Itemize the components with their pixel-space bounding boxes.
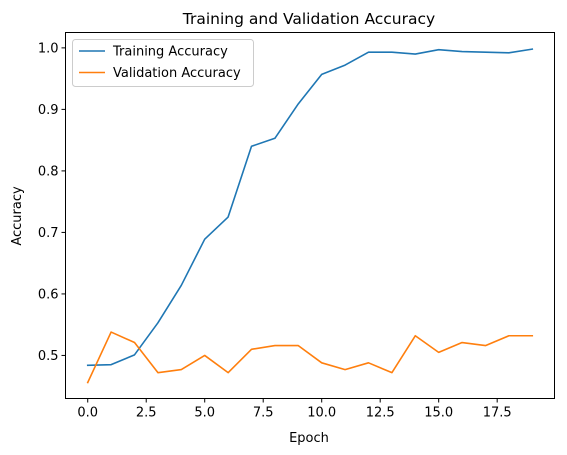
x-tick-label: 12.5	[366, 406, 395, 421]
legend: Training Accuracy Validation Accuracy	[72, 39, 254, 87]
y-tick-label: 0.8	[38, 164, 59, 179]
y-tick-label: 0.6	[38, 287, 59, 302]
chart-title: Training and Validation Accuracy	[182, 10, 435, 28]
x-tick-label: 17.5	[483, 406, 512, 421]
x-tick-label: 5.0	[194, 406, 215, 421]
plot-area	[86, 48, 534, 384]
legend-box	[72, 39, 254, 87]
x-tick-label: 2.5	[136, 406, 157, 421]
x-tick-label: 7.5	[253, 406, 274, 421]
y-tick-label: 0.5	[38, 349, 59, 364]
series-line-validation	[86, 331, 534, 384]
legend-entry-label: Validation Accuracy	[113, 66, 241, 81]
legend-entry-label: Training Accuracy	[112, 45, 228, 60]
y-tick-label: 0.7	[38, 226, 59, 241]
y-axis-label: Accuracy	[10, 186, 25, 246]
x-axis: 0.0 2.5 5.0 7.5 10.0 12.5 15.0 17.5	[77, 398, 512, 421]
x-axis-label: Epoch	[289, 431, 329, 446]
x-tick-label: 0.0	[77, 406, 98, 421]
y-tick-label: 0.9	[38, 103, 59, 118]
x-tick-label: 15.0	[424, 406, 453, 421]
y-tick-label: 1.0	[38, 41, 59, 56]
x-tick-label: 10.0	[307, 406, 336, 421]
y-axis: 0.5 0.6 0.7 0.8 0.9 1.0	[38, 41, 66, 364]
series-line-training	[86, 48, 534, 367]
plot-frame	[65, 32, 555, 399]
